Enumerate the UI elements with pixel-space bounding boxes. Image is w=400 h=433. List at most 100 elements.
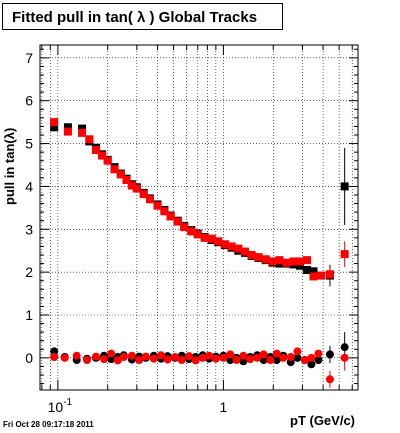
data-point-circle	[307, 353, 316, 362]
data-point-circle	[50, 353, 59, 361]
data-point-square	[261, 255, 270, 264]
data-point-circle	[226, 356, 235, 364]
y-tick-label: 6	[25, 93, 33, 109]
y-tick-label: 5	[25, 136, 33, 152]
data-point-square	[180, 223, 189, 232]
x-axis-label: pT (GeV/c)	[290, 413, 356, 428]
timestamp: Fri Oct 28 09:17:18 2011	[3, 420, 94, 429]
data-point-circle	[107, 349, 116, 358]
data-point-circle	[198, 353, 207, 362]
y-tick-label: 4	[25, 178, 33, 194]
data-point-circle	[226, 350, 235, 359]
data-point-circle	[232, 356, 241, 364]
data-point-circle	[135, 356, 144, 364]
data-point-circle	[119, 353, 128, 361]
data-point-circle	[239, 351, 248, 360]
data-point-square	[247, 251, 256, 259]
data-point-circle	[211, 354, 220, 363]
data-point-square	[139, 190, 148, 199]
y-tick-label: 1	[25, 307, 33, 323]
data-point-square	[220, 240, 229, 249]
x-tick-label: 10-1	[48, 397, 73, 415]
chart-title: Fitted pull in tan( λ ) Global Tracks	[12, 9, 258, 26]
data-point-circle	[253, 353, 262, 362]
data-point-square	[295, 257, 304, 266]
data-point-square	[200, 233, 209, 242]
data-point-square	[303, 266, 312, 274]
data-point-square	[50, 123, 59, 132]
axis-ticks	[40, 45, 358, 390]
data-point-circle	[157, 351, 166, 360]
data-point-square	[207, 234, 216, 243]
data-point-square	[227, 242, 236, 251]
data-point-circle	[325, 350, 334, 359]
plot-frame	[39, 44, 359, 391]
data-point-square	[289, 257, 298, 266]
data-point-square	[173, 217, 182, 226]
data-point-square	[92, 146, 101, 154]
data-point-circle	[246, 355, 255, 364]
data-point-circle	[340, 343, 349, 352]
data-point-square	[153, 201, 162, 210]
data-point-square	[85, 135, 94, 144]
data-point-square	[240, 247, 249, 256]
data-point-square	[122, 176, 131, 184]
data-point-square	[325, 270, 334, 279]
data-point-square	[78, 128, 87, 137]
data-point-square	[78, 124, 87, 133]
data-point-circle	[293, 347, 302, 356]
data-point-circle	[141, 352, 150, 361]
data-point-circle	[185, 352, 194, 361]
data-point-circle	[272, 349, 281, 358]
data-point-circle	[219, 353, 228, 362]
data-point-circle	[314, 349, 323, 358]
data-point-square	[127, 181, 136, 190]
data-point-square	[193, 230, 202, 239]
data-point-circle	[171, 353, 180, 361]
data-point-circle	[325, 375, 334, 384]
data-point-circle	[266, 356, 275, 364]
data-point-square	[160, 207, 169, 216]
y-tick-label: 2	[25, 264, 33, 280]
data-point-square	[268, 257, 277, 266]
data-point-circle	[293, 353, 302, 362]
data-point-circle	[300, 356, 309, 364]
data-point-circle	[314, 356, 323, 364]
data-point-circle	[239, 357, 248, 366]
data-point-circle	[272, 356, 281, 364]
data-point-circle	[307, 360, 316, 369]
data-point-square	[282, 258, 291, 267]
data-point-circle	[72, 351, 81, 360]
data-point-square	[50, 118, 59, 127]
data-point-circle	[286, 353, 295, 361]
data-point-square	[132, 184, 141, 193]
data-point-square	[295, 261, 304, 270]
data-point-circle	[279, 353, 288, 362]
data-point-square	[303, 256, 312, 265]
data-point-square	[254, 253, 263, 262]
data-point-circle	[191, 356, 200, 365]
data-point-circle	[149, 354, 158, 363]
data-point-square	[309, 267, 318, 276]
data-point-square	[110, 165, 119, 174]
data-point-circle	[259, 350, 268, 359]
grid	[40, 45, 358, 390]
data-point-circle	[113, 356, 122, 365]
data-point-circle	[100, 355, 109, 364]
data-point-circle	[92, 352, 101, 361]
data-point-square	[317, 271, 326, 280]
data-point-circle	[107, 355, 116, 364]
y-axis-label-text: pull in tan(λ)	[2, 127, 17, 205]
data-point-square	[145, 195, 154, 204]
data-points	[50, 118, 349, 384]
data-point-square	[275, 256, 284, 265]
data-point-square	[98, 151, 107, 160]
data-point-square	[234, 244, 243, 253]
data-point-square	[340, 182, 349, 191]
data-point-square	[63, 123, 72, 132]
data-point-circle	[127, 351, 136, 360]
data-point-circle	[60, 353, 69, 362]
data-point-square	[116, 170, 125, 179]
